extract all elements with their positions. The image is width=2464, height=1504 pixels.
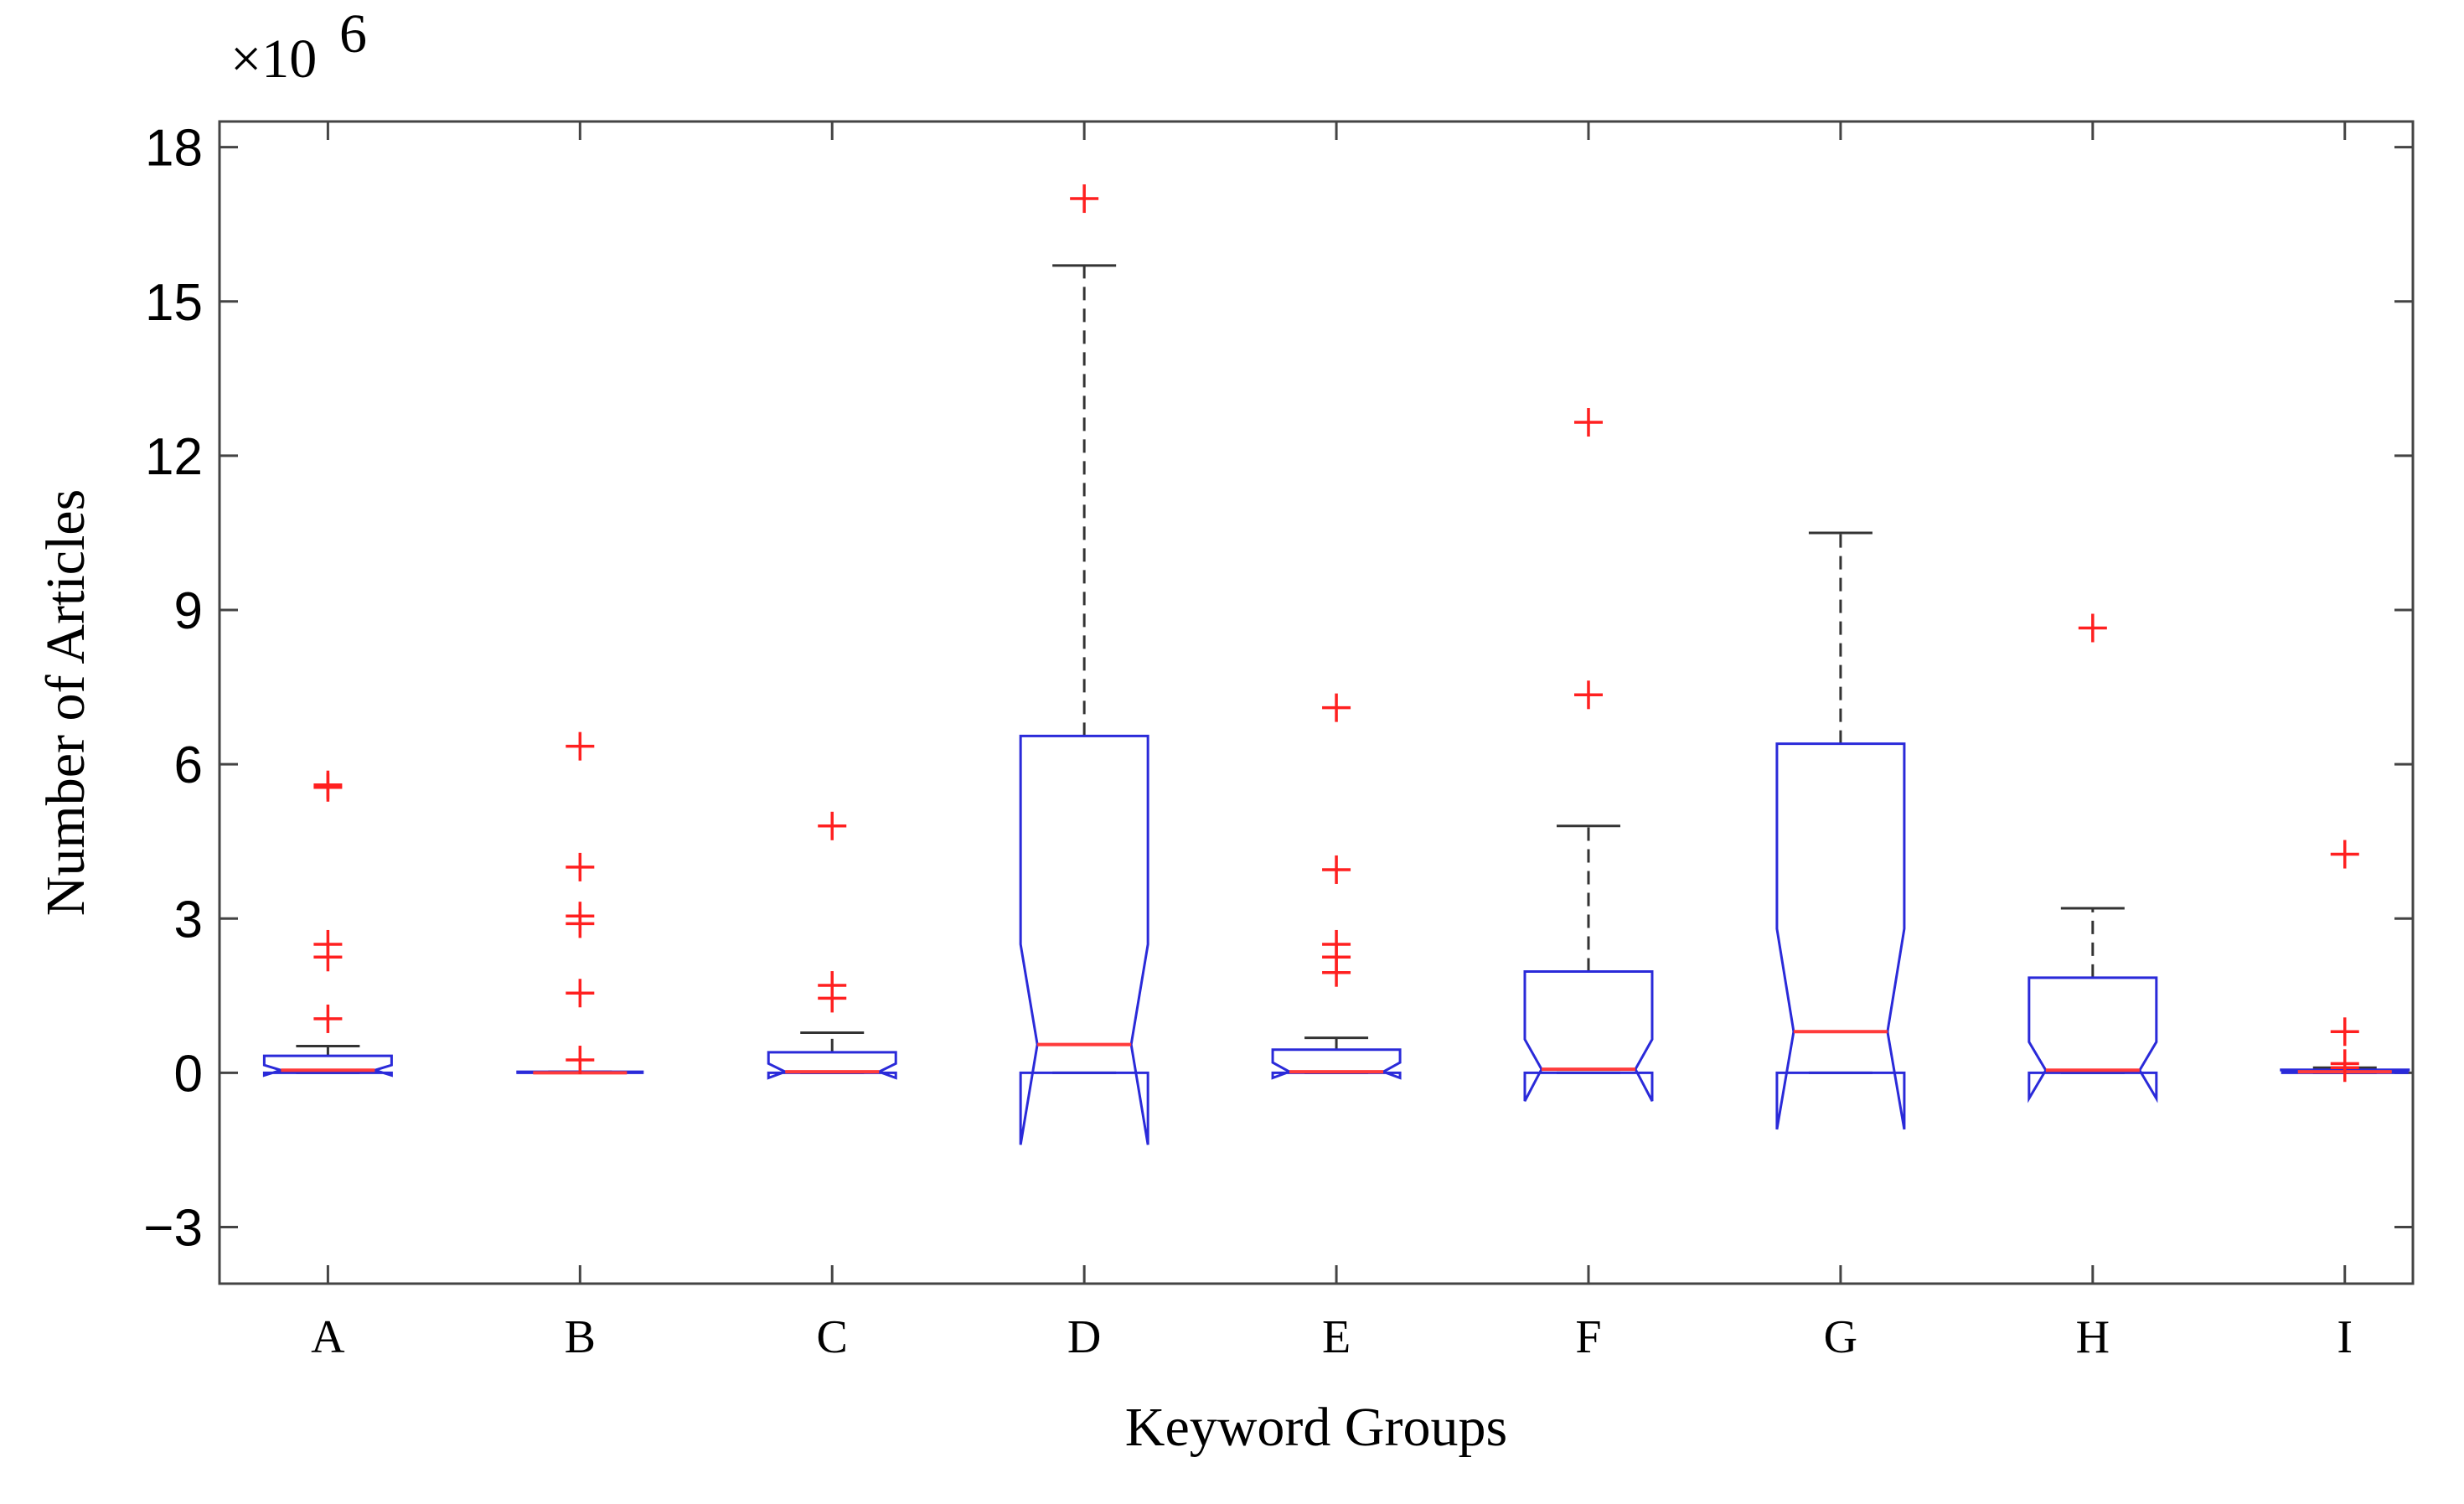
box-body [1523,969,1654,1102]
boxes [262,264,2410,1145]
outlier-marker [313,943,343,972]
box-group-h [2028,907,2158,1103]
outlier-marker [566,1046,595,1075]
box-body [1271,1048,1402,1080]
x-axis-title: Keyword Groups [1125,1397,1507,1458]
outlier-marker [818,984,847,1013]
box-body [2028,976,2158,1103]
outlier-marker [566,909,595,938]
outlier-marker [818,811,847,840]
y-tick-label: 3 [174,891,203,948]
y-tick-label: 12 [145,428,203,486]
tick-labels: −3 0 3 6 9 12 15 18 A B C D E F G H I [143,120,2353,1363]
box-body [1775,742,1906,1130]
outlier-marker [1322,693,1351,722]
y-tick-label: 9 [174,582,203,640]
outlier-marker [1322,855,1351,884]
x-tick-label: H [2076,1311,2110,1363]
box-body [2280,1068,2410,1074]
box-group-f [1523,824,1654,1102]
x-tick-label: E [1322,1311,1351,1363]
outliers [313,184,2359,1083]
y-multiplier-label: ×10 [230,28,317,90]
x-tick-label: I [2337,1311,2353,1363]
y-multiplier-exponent: 6 [339,3,367,65]
x-tick-label: F [1575,1311,1601,1363]
y-tick-label: 0 [174,1045,203,1103]
box-group-d [1019,264,1149,1145]
x-tick-label: A [311,1311,345,1363]
plot-frame [218,120,2415,1285]
outlier-marker [313,1004,343,1033]
y-tick-label: 18 [145,120,203,178]
box-body [767,1051,897,1080]
y-tick-label: −3 [143,1199,203,1257]
outlier-marker [566,979,595,1008]
box-group-e [1271,1036,1402,1080]
y-axis-title: Number of Articles [35,489,96,917]
box-group-c [767,1031,897,1080]
outlier-marker [2330,1017,2359,1047]
outlier-marker [313,773,343,802]
outlier-marker [1070,184,1099,214]
outlier-marker [1573,408,1603,437]
outlier-marker [2078,613,2107,643]
outlier-marker [566,731,595,761]
box-body [262,1054,393,1078]
x-tick-label: B [565,1311,596,1363]
x-tick-label: C [817,1311,848,1363]
outlier-marker [566,852,595,881]
outlier-marker [1322,958,1351,987]
x-tick-label: G [1824,1311,1857,1363]
outlier-marker [2330,840,2359,869]
outlier-marker [2330,1053,2359,1083]
box-group-g [1775,531,1906,1130]
y-tick-label: 6 [174,736,203,794]
box-group-a [262,1044,393,1078]
outlier-marker [1573,680,1603,710]
box-body [1019,734,1149,1145]
x-tick-label: D [1067,1311,1101,1363]
tick-marks [220,121,2413,1284]
y-tick-label: 15 [145,274,203,332]
